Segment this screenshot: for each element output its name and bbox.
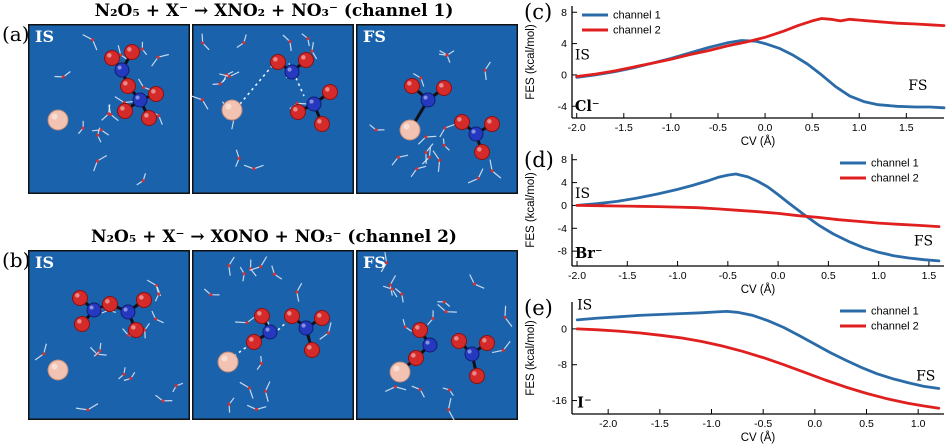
svg-text:channel 2: channel 2 <box>871 173 919 185</box>
panel-a-snapshot-row: IS FS <box>28 24 518 194</box>
snapshot-b-initial-state: IS <box>28 250 190 420</box>
svg-text:FES (kcal/mol): FES (kcal/mol) <box>525 320 537 396</box>
fes-chart-chloride: (c) -2.0 -1.5 -1.0 -0.5 0.0 0.5 1.0 1.5 -4 0 4 8 CV … <box>522 0 952 148</box>
panel-e-letter: (e) <box>524 296 553 320</box>
panel-c-letter: (c) <box>524 0 553 24</box>
svg-text:4: 4 <box>561 177 567 189</box>
snapshot-b-final-state: FS <box>356 250 518 420</box>
svg-text:channel 2: channel 2 <box>871 321 919 333</box>
svg-text:FS: FS <box>914 233 933 249</box>
svg-text:FES (kcal/mol): FES (kcal/mol) <box>525 172 537 248</box>
svg-text:1.0: 1.0 <box>911 418 926 430</box>
svg-text:-2.0: -2.0 <box>568 270 586 282</box>
svg-text:0.0: 0.0 <box>771 270 786 282</box>
md-snapshot-image <box>28 24 190 194</box>
svg-text:CV (Å): CV (Å) <box>741 283 776 296</box>
state-tag: FS <box>363 253 386 272</box>
svg-text:FES (kcal/mol): FES (kcal/mol) <box>525 24 537 100</box>
svg-text:-1.5: -1.5 <box>651 418 669 430</box>
svg-text:-8: -8 <box>558 246 567 258</box>
md-snapshot-image <box>356 250 518 420</box>
svg-text:1.5: 1.5 <box>922 270 937 282</box>
svg-text:channel 1: channel 1 <box>871 158 919 170</box>
fes-plot-chloride: -2.0 -1.5 -1.0 -0.5 0.0 0.5 1.0 1.5 -4 0 4 8 CV (Å) F… <box>525 6 946 148</box>
snapshot-a-initial-state: IS <box>28 24 190 194</box>
svg-text:0.5: 0.5 <box>805 122 820 134</box>
svg-text:-0.5: -0.5 <box>719 270 737 282</box>
panel-b-title: N₂O₅ + X⁻ → XONO + NO₃⁻ (channel 2) <box>91 227 457 247</box>
snapshot-a-final-state: FS <box>356 24 518 194</box>
svg-text:-1.0: -1.0 <box>702 418 720 430</box>
panel-b-letter: (b) <box>2 248 31 272</box>
svg-text:-16: -16 <box>552 395 567 407</box>
svg-text:channel 1: channel 1 <box>871 306 919 318</box>
state-tag: IS <box>35 253 55 272</box>
svg-text:-2.0: -2.0 <box>599 418 617 430</box>
snapshot-b-transition-state <box>192 250 354 420</box>
svg-text:-1.0: -1.0 <box>669 270 687 282</box>
svg-text:channel 2: channel 2 <box>613 25 661 37</box>
fes-plot-iodide: -2.0 -1.5 -1.0 -0.5 0.0 0.5 1.0 -16 -8 0 CV (Å) FES… <box>525 298 944 444</box>
fes-chart-bromide: (d) -2.0 -1.5 -1.0 -0.5 0.0 0.5 1.0 1.5 -8 -4 0 4 8 C… <box>522 148 952 296</box>
svg-text:Br⁻: Br⁻ <box>575 245 603 262</box>
svg-text:CV (Å): CV (Å) <box>741 431 776 444</box>
svg-text:IS: IS <box>575 186 590 202</box>
svg-text:1.0: 1.0 <box>852 122 867 134</box>
panel-d-letter: (d) <box>524 148 554 172</box>
panel-b-snapshot-row: IS FS <box>28 250 518 420</box>
svg-text:I⁻: I⁻ <box>577 394 591 411</box>
panel-a: (a) N₂O₅ + X⁻ → XNO₂ + NO₃⁻ (channel 1) … <box>0 0 522 220</box>
svg-text:channel 1: channel 1 <box>613 10 661 22</box>
svg-text:-1.0: -1.0 <box>662 122 680 134</box>
svg-text:-2.0: -2.0 <box>568 122 586 134</box>
panel-b: (b) N₂O₅ + X⁻ → XONO + NO₃⁻ (channel 2) … <box>0 226 522 444</box>
svg-text:FS: FS <box>908 78 927 94</box>
svg-text:0: 0 <box>561 323 567 335</box>
svg-text:Cl⁻: Cl⁻ <box>575 98 600 115</box>
svg-text:0.0: 0.0 <box>808 418 823 430</box>
svg-text:-4: -4 <box>558 101 567 113</box>
svg-text:IS: IS <box>577 298 592 314</box>
svg-text:IS: IS <box>575 47 590 63</box>
svg-text:0: 0 <box>561 200 567 212</box>
svg-text:0.0: 0.0 <box>758 122 773 134</box>
svg-text:0.5: 0.5 <box>859 418 874 430</box>
md-snapshot-image <box>356 24 518 194</box>
svg-text:-0.5: -0.5 <box>754 418 772 430</box>
svg-text:FS: FS <box>916 368 935 384</box>
svg-text:8: 8 <box>561 154 567 166</box>
svg-text:-8: -8 <box>558 359 567 371</box>
snapshot-a-transition-state <box>192 24 354 194</box>
svg-text:-1.5: -1.5 <box>615 122 633 134</box>
state-tag: IS <box>35 27 55 46</box>
state-tag: FS <box>363 27 386 46</box>
fes-chart-column: (c) -2.0 -1.5 -1.0 -0.5 0.0 0.5 1.0 1.5 -4 0 4 8 CV … <box>522 0 952 444</box>
fes-plot-bromide: -2.0 -1.5 -1.0 -0.5 0.0 0.5 1.0 1.5 -8 -4 0 4 8 CV (Å… <box>525 154 944 296</box>
svg-text:-4: -4 <box>558 223 567 235</box>
svg-text:-1.5: -1.5 <box>618 270 636 282</box>
fes-chart-iodide: (e) -2.0 -1.5 -1.0 -0.5 0.0 0.5 1.0 -16 -8 0 CV (Å… <box>522 296 952 444</box>
svg-text:1.0: 1.0 <box>871 270 886 282</box>
svg-text:0: 0 <box>561 69 567 81</box>
md-snapshot-image <box>28 250 190 420</box>
md-snapshot-image <box>192 24 354 194</box>
svg-text:4: 4 <box>561 38 567 50</box>
panel-a-title: N₂O₅ + X⁻ → XNO₂ + NO₃⁻ (channel 1) <box>94 1 454 21</box>
snapshot-column: (a) N₂O₅ + X⁻ → XNO₂ + NO₃⁻ (channel 1) … <box>0 0 522 444</box>
panel-a-letter: (a) <box>2 22 30 46</box>
svg-text:8: 8 <box>561 7 567 19</box>
md-snapshot-image <box>192 250 354 420</box>
svg-text:CV (Å): CV (Å) <box>741 135 776 148</box>
svg-text:1.5: 1.5 <box>899 122 914 134</box>
svg-text:-0.5: -0.5 <box>709 122 727 134</box>
svg-text:0.5: 0.5 <box>821 270 836 282</box>
